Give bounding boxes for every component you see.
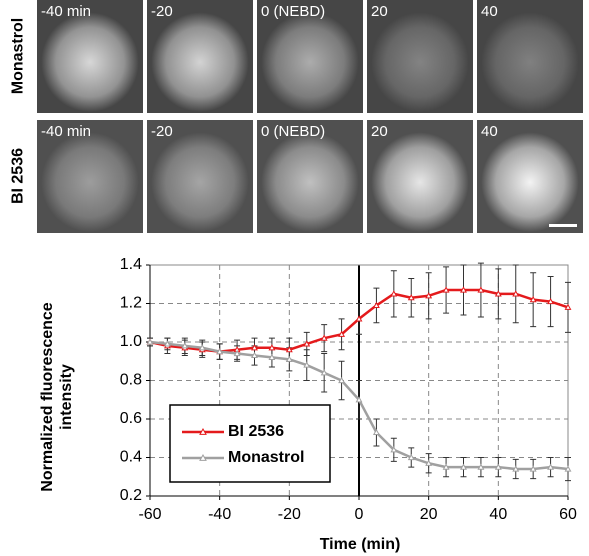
data-point: [285, 355, 293, 362]
y-tick-label: 0.8: [120, 372, 142, 389]
micrograph: 0 (NEBD): [257, 0, 363, 113]
data-point: [372, 428, 380, 436]
data-point: [494, 463, 502, 470]
data-point: [163, 340, 171, 347]
legend-marker: [199, 453, 207, 461]
micrograph: -40 min: [37, 0, 143, 113]
y-tick-label: 1.2: [120, 295, 142, 312]
micrograph: -20: [147, 120, 253, 233]
data-point: [198, 344, 206, 351]
data-point: [564, 303, 572, 310]
data-point: [529, 465, 537, 472]
micrograph: 0 (NEBD): [257, 120, 363, 233]
frame-label: 20: [371, 3, 388, 20]
y-tick-label: 0.2: [120, 487, 142, 504]
data-point: [442, 463, 450, 470]
data-point: [268, 344, 276, 351]
data-point: [268, 353, 276, 360]
x-tick-label: 0: [355, 506, 364, 523]
data-point: [425, 459, 433, 466]
x-tick-label: -60: [138, 506, 161, 523]
y-tick-label: 1.4: [120, 256, 142, 273]
data-point: [372, 301, 380, 309]
legend-box: [169, 404, 331, 483]
data-point: [355, 315, 363, 322]
data-point: [494, 290, 502, 297]
y-tick-label: 0.6: [120, 410, 142, 427]
micrograph: -20: [147, 0, 253, 113]
x-tick-label: -20: [278, 506, 301, 523]
data-point: [442, 286, 450, 293]
data-point: [355, 396, 363, 403]
y-tick-label: 1.0: [120, 333, 142, 350]
data-point: [477, 463, 485, 470]
frame-label: 0 (NEBD): [261, 123, 326, 140]
data-point: [564, 465, 572, 472]
micrograph: -40 min: [37, 120, 143, 233]
frame-label: 0 (NEBD): [261, 3, 326, 20]
data-point: [181, 342, 189, 349]
x-axis-label: Time (min): [320, 536, 401, 553]
x-tick-label: 40: [489, 506, 507, 523]
data-point: [547, 297, 555, 305]
micrograph: 40: [477, 120, 583, 233]
data-point: [547, 463, 555, 470]
data-point: [512, 290, 520, 297]
data-point: [390, 290, 398, 297]
data-point: [233, 349, 241, 357]
frame-label: -40 min: [41, 123, 92, 140]
data-point: [303, 340, 311, 347]
micrograph: 40: [477, 0, 583, 113]
data-point: [146, 338, 154, 345]
frame-label: 20: [371, 123, 388, 140]
data-point: [407, 294, 415, 301]
data-point: [407, 453, 415, 461]
data-point: [338, 330, 346, 337]
data-point: [338, 376, 346, 384]
data-point: [251, 344, 258, 351]
data-point: [460, 463, 467, 470]
data-point: [390, 446, 398, 453]
legend-marker: [199, 427, 207, 435]
x-tick-label: -40: [208, 506, 231, 523]
data-point: [460, 286, 467, 293]
data-point: [512, 465, 520, 472]
frame-label: -20: [151, 3, 173, 20]
data-point: [216, 347, 224, 355]
legend-label: Monastrol: [228, 449, 304, 466]
data-point: [320, 334, 328, 341]
frame-label: -20: [151, 123, 173, 140]
data-point: [285, 346, 293, 353]
micrograph: 20: [367, 120, 473, 233]
scale-bar: [549, 224, 577, 227]
frame-label: 40: [481, 3, 498, 20]
x-tick-label: 20: [420, 506, 438, 523]
data-point: [251, 351, 258, 359]
frame-label: 40: [481, 123, 498, 140]
frame-label: -40 min: [41, 3, 92, 20]
data-point: [320, 369, 328, 376]
legend-label: BI 2536: [228, 423, 284, 440]
x-tick-label: 60: [559, 506, 577, 523]
micrograph: 20: [367, 0, 473, 113]
data-point: [529, 296, 537, 303]
data-point: [303, 361, 311, 368]
data-point: [477, 286, 485, 293]
y-tick-label: 0.4: [120, 449, 142, 466]
data-point: [425, 292, 433, 299]
